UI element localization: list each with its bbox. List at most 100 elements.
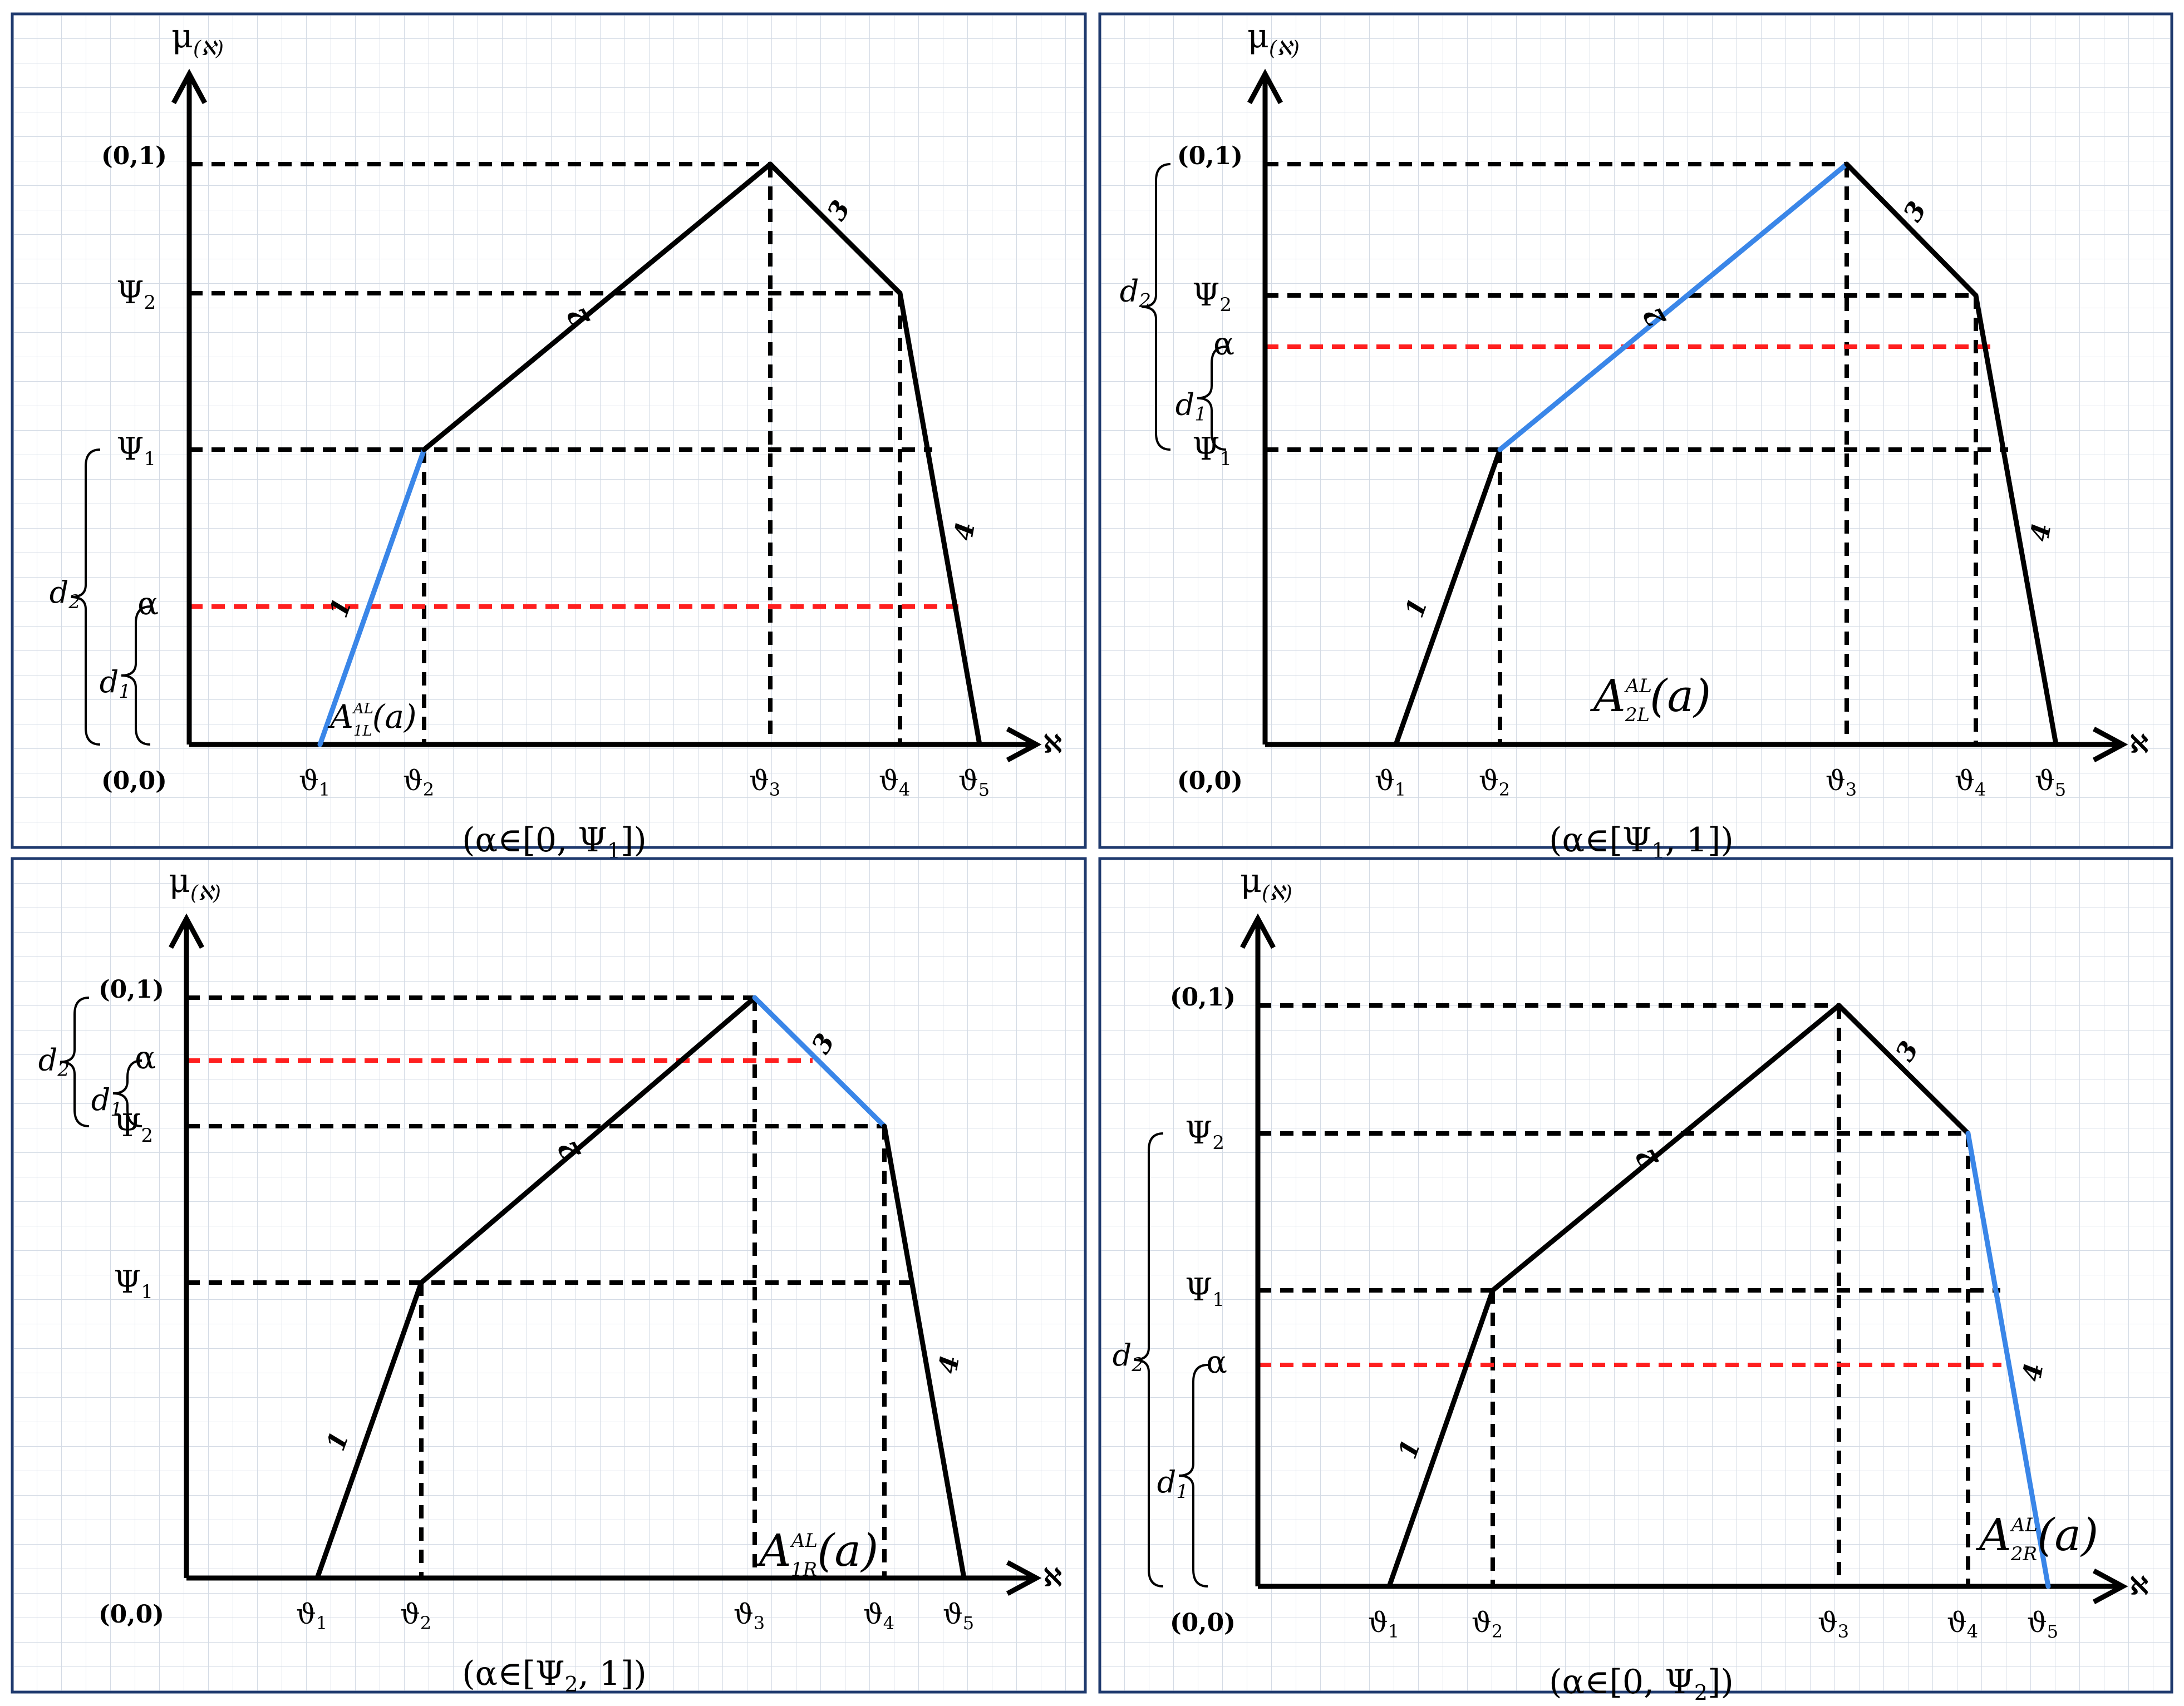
brace-d1-label: d1	[91, 1082, 122, 1121]
brace-d2-label: d2	[50, 575, 81, 613]
membership-function-label: AAL 1R(a)	[755, 1525, 878, 1581]
segment-2	[421, 161, 773, 452]
psi1-label: Ψ1	[116, 431, 156, 470]
tick-theta-1: ϑ1	[1368, 1606, 1399, 1642]
segment-4	[897, 290, 982, 747]
segment-1	[1386, 1288, 1496, 1589]
tick-theta-2: ϑ2	[1479, 765, 1510, 800]
tick-theta-5: ϑ5	[958, 765, 990, 800]
tick-theta-3: ϑ3	[749, 765, 780, 800]
psi2-label: Ψ2	[1192, 277, 1232, 316]
segment-1	[314, 1280, 424, 1581]
panel-caption: (α∈[Ψ2, 1])	[462, 1654, 647, 1697]
tick-theta-1: ϑ1	[1375, 765, 1406, 800]
point-origin-label: (0,0)	[1170, 1609, 1236, 1637]
y-axis-arrow	[1240, 913, 1276, 949]
alpha-label: α	[137, 586, 159, 622]
segment-3	[768, 161, 903, 296]
panel-caption: (α∈[0, Ψ2])	[1549, 1663, 1734, 1705]
x-axis-arrow	[2092, 727, 2128, 762]
brace-d2	[1134, 1132, 1164, 1587]
brace-d1	[121, 605, 151, 746]
brace-d1-label: d1	[1175, 387, 1207, 426]
tick-theta-5: ϑ5	[2027, 1606, 2058, 1642]
y-axis-arrow	[1247, 68, 1283, 105]
tick-theta-5: ϑ5	[2035, 765, 2066, 800]
segment-2	[419, 995, 757, 1285]
y-axis-arrow	[171, 68, 207, 105]
x-axis-symbol: ℵ	[1044, 1564, 1062, 1592]
segment-4	[1973, 293, 2059, 747]
membership-function-label: AAL 2L(a)	[1590, 670, 1711, 726]
point-top-label: (0,1)	[101, 142, 167, 170]
point-origin-label: (0,0)	[99, 1600, 164, 1629]
psi2-label: Ψ2	[1185, 1115, 1224, 1154]
x-axis-symbol: ℵ	[2130, 1572, 2148, 1600]
segment-3	[752, 995, 887, 1129]
brace-d1-label: d1	[1157, 1465, 1188, 1503]
segment-2	[1490, 1003, 1842, 1293]
grid-background	[1101, 860, 2170, 1690]
point-top-label: (0,1)	[1170, 983, 1236, 1012]
psi1-label: Ψ1	[1185, 1272, 1224, 1311]
panel-caption: (α∈[0, Ψ1])	[462, 821, 647, 863]
grid-background	[1101, 16, 2170, 846]
tick-theta-4: ϑ4	[1955, 765, 1986, 800]
tick-theta-4: ϑ4	[863, 1598, 894, 1634]
x-axis-symbol: ℵ	[2130, 730, 2148, 758]
y-axis-title: μ(ℵ)	[1240, 861, 1292, 905]
tick-theta-1: ϑ1	[299, 765, 330, 800]
tick-theta-2: ϑ2	[403, 765, 434, 800]
brace-d2	[71, 448, 101, 746]
point-origin-label: (0,0)	[1177, 767, 1243, 795]
membership-function-label: AAL 1L(a)	[327, 698, 417, 739]
tick-theta-3: ϑ3	[1826, 765, 1857, 800]
brace-d2-label: d2	[38, 1043, 70, 1081]
brace-d2-label: d2	[1113, 1338, 1144, 1376]
tick-theta-3: ϑ3	[734, 1598, 765, 1634]
grid-background	[14, 860, 1084, 1690]
psi1-label: Ψ1	[114, 1264, 153, 1303]
x-axis-symbol: ℵ	[1044, 730, 1062, 758]
tick-theta-1: ϑ1	[296, 1598, 327, 1634]
point-top-label: (0,1)	[99, 975, 164, 1004]
y-axis-title: μ(ℵ)	[169, 861, 221, 905]
brace-d2	[60, 997, 90, 1127]
brace-d2	[1141, 163, 1171, 451]
grid-background	[14, 16, 1084, 846]
segment-1	[1393, 447, 1503, 747]
psi2-label: Ψ2	[116, 275, 156, 314]
tick-theta-4: ϑ4	[1947, 1606, 1978, 1642]
tick-theta-5: ϑ5	[943, 1598, 974, 1634]
tick-theta-3: ϑ3	[1818, 1606, 1849, 1642]
x-axis-arrow	[2092, 1569, 2128, 1604]
brace-d2-label: d2	[1120, 274, 1151, 312]
y-axis-title: μ(ℵ)	[171, 17, 224, 60]
point-origin-label: (0,0)	[101, 767, 167, 795]
alpha-label: α	[1206, 1344, 1227, 1380]
alpha-label: α	[1213, 326, 1234, 362]
segment-2	[1497, 161, 1849, 452]
psi1-label: Ψ1	[1192, 431, 1232, 470]
brace-d1	[112, 1059, 142, 1127]
tick-theta-2: ϑ2	[400, 1598, 431, 1634]
x-axis-arrow	[1006, 1560, 1042, 1596]
tick-theta-4: ϑ4	[879, 765, 910, 800]
membership-function-label: AAL 2R(a)	[1975, 1509, 2098, 1565]
segment-3	[1844, 161, 1979, 298]
brace-d1	[1197, 346, 1227, 451]
panel-caption: (α∈[Ψ1, 1])	[1549, 821, 1734, 863]
brace-d1-label: d1	[100, 664, 131, 703]
x-axis-arrow	[1006, 727, 1042, 762]
segment-4	[1965, 1131, 2051, 1589]
segment-4	[882, 1123, 967, 1581]
point-top-label: (0,1)	[1177, 142, 1243, 170]
tick-theta-2: ϑ2	[1472, 1606, 1503, 1642]
segment-3	[1836, 1003, 1971, 1136]
y-axis-arrow	[169, 913, 204, 949]
